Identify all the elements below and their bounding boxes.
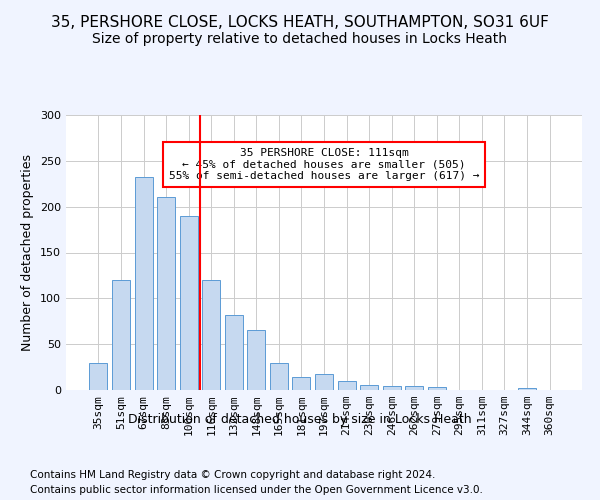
Bar (518, 388, 536, 390)
Bar (428, 387, 446, 390)
Text: Distribution of detached houses by size in Locks Heath: Distribution of detached houses by size … (128, 412, 472, 426)
Bar (89, 362, 107, 390)
Text: Contains public sector information licensed under the Open Government Licence v3: Contains public sector information licen… (30, 485, 483, 495)
Bar (247, 330, 265, 390)
Bar (315, 374, 333, 390)
Bar (225, 315, 243, 390)
Text: 35, PERSHORE CLOSE, LOCKS HEATH, SOUTHAMPTON, SO31 6UF: 35, PERSHORE CLOSE, LOCKS HEATH, SOUTHAM… (51, 15, 549, 30)
Bar (292, 377, 310, 390)
Bar (134, 178, 152, 390)
Bar (383, 386, 401, 390)
Bar (338, 381, 356, 390)
Bar (202, 280, 220, 390)
Bar (360, 384, 378, 390)
Bar (270, 362, 288, 390)
Y-axis label: Number of detached properties: Number of detached properties (22, 154, 34, 351)
Text: 35 PERSHORE CLOSE: 111sqm
← 45% of detached houses are smaller (505)
55% of semi: 35 PERSHORE CLOSE: 111sqm ← 45% of detac… (169, 148, 479, 181)
Text: Contains HM Land Registry data © Crown copyright and database right 2024.: Contains HM Land Registry data © Crown c… (30, 470, 436, 480)
Bar (405, 386, 423, 390)
Bar (179, 216, 198, 390)
Bar (112, 280, 130, 390)
Bar (157, 198, 175, 390)
Text: Size of property relative to detached houses in Locks Heath: Size of property relative to detached ho… (92, 32, 508, 46)
